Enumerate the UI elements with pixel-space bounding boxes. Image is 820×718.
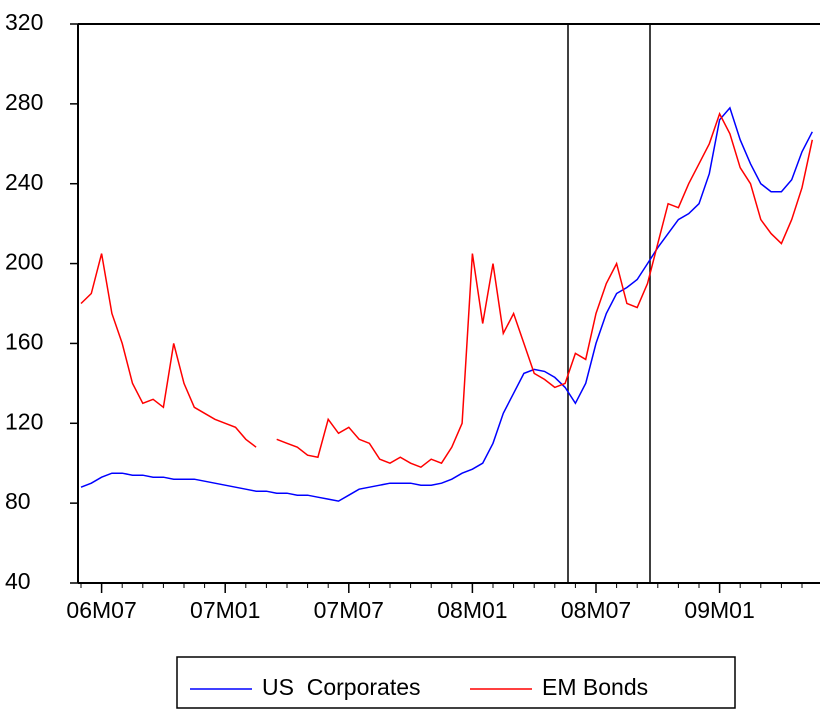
y-tick-label: 200 <box>5 249 43 275</box>
series-line <box>80 111 814 469</box>
y-tick-label: 80 <box>5 488 31 514</box>
x-tick-label: 08M07 <box>561 597 631 623</box>
y-tick-label: 40 <box>5 568 31 594</box>
x-tick-label: 07M01 <box>190 597 260 623</box>
x-tick-label: 07M07 <box>314 597 384 623</box>
y-tick-label: 240 <box>5 169 43 195</box>
legend-label: US Corporates <box>262 674 421 700</box>
x-tick-label: 06M07 <box>66 597 136 623</box>
y-tick-label: 320 <box>5 9 43 35</box>
x-tick-label: 08M01 <box>437 597 507 623</box>
x-tick-label: 09M01 <box>684 597 754 623</box>
series-line <box>80 106 813 502</box>
legend-label: EM Bonds <box>542 674 648 700</box>
legend-box <box>176 656 736 709</box>
y-tick-label: 160 <box>5 329 43 355</box>
y-tick-label: 280 <box>5 89 43 115</box>
y-tick-label: 120 <box>5 408 43 434</box>
